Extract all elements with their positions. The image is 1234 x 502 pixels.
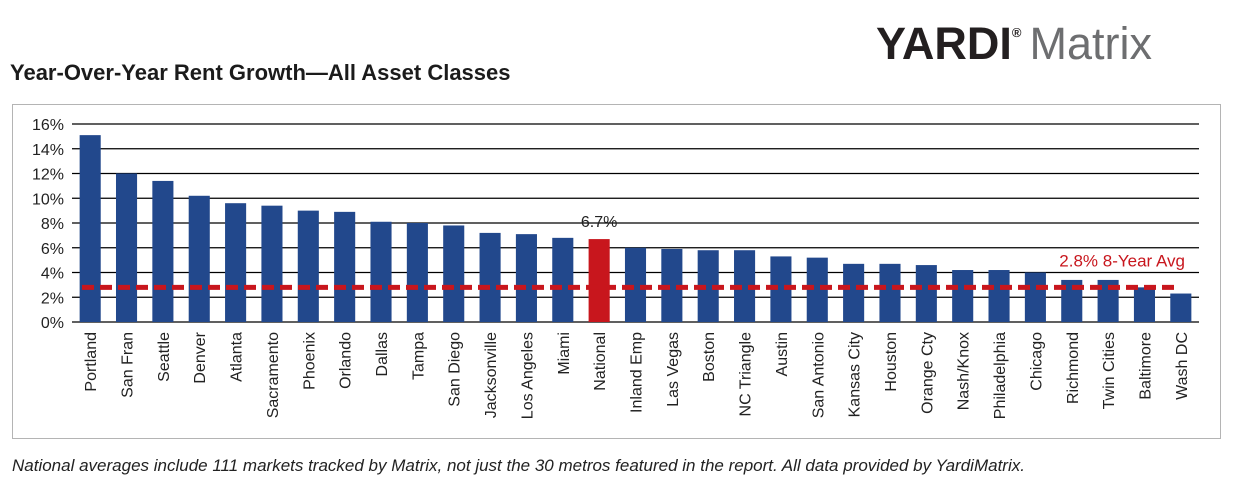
x-tick-label: Tampa [410, 332, 427, 380]
x-tick-label: Kansas City [847, 332, 864, 417]
average-reference-label-background [1055, 250, 1189, 272]
x-tick-label: Orlando [338, 332, 355, 389]
y-tick-label: 0% [41, 315, 64, 332]
y-tick-label: 16% [32, 117, 64, 134]
bar [1170, 293, 1192, 322]
x-tick-label: Austin [774, 332, 791, 376]
logo-product: Matrix [1029, 18, 1152, 69]
x-tick-label: Las Vegas [665, 332, 682, 407]
bar [588, 239, 610, 322]
logo-brand: YARDI [876, 18, 1012, 69]
bar [152, 180, 174, 322]
x-tick-label: Portland [83, 332, 100, 392]
bar [624, 247, 647, 322]
x-tick-label: San Fran [120, 332, 137, 398]
bar [188, 195, 210, 322]
x-tick-label: Boston [701, 332, 718, 382]
x-tick-label: Sacramento [265, 332, 282, 418]
x-tick-label: Chicago [1028, 332, 1045, 391]
bar [1024, 272, 1046, 322]
x-tick-label: Baltimore [1137, 332, 1154, 400]
bar [770, 256, 792, 322]
bar [952, 270, 974, 322]
bar [479, 232, 501, 322]
x-tick-label: NC Triangle [738, 332, 755, 417]
footnote: National averages include 111 markets tr… [12, 456, 1025, 475]
y-tick-label: 10% [32, 191, 64, 208]
bar [734, 250, 756, 322]
x-tick-label: Richmond [1065, 332, 1082, 404]
bar [297, 210, 319, 322]
bar [697, 250, 719, 322]
rent-growth-bar-chart: 0% 2% 4% 6% 8% 10% 12% 14% 16% Portland San Fran Se… [32, 117, 1199, 419]
bar [843, 263, 865, 322]
bar [1061, 279, 1083, 322]
bar [988, 270, 1010, 322]
yardi-matrix-logo: YARDI® Matrix [876, 18, 1152, 70]
bar [879, 263, 901, 322]
bar [443, 225, 465, 322]
x-tick-label: Houston [883, 332, 900, 392]
x-tick-label: Los Angeles [519, 332, 536, 419]
y-tick-label: 4% [41, 266, 64, 283]
bar [79, 135, 101, 322]
x-tick-label: Inland Emp [629, 332, 646, 413]
x-tick-label: Philadelphia [992, 332, 1009, 419]
highlight-data-label: 6.7% [581, 214, 617, 231]
bar [806, 257, 828, 322]
x-tick-label: Twin Cities [1101, 332, 1118, 409]
x-tick-label: National [592, 332, 609, 391]
x-tick-label: San Diego [447, 332, 464, 407]
bar [515, 234, 537, 322]
bar [261, 205, 283, 322]
x-tick-label: Phoenix [301, 332, 318, 390]
bar [334, 211, 356, 322]
bar [115, 173, 138, 322]
bar [225, 203, 247, 322]
y-tick-label: 12% [32, 167, 64, 184]
chart-frame [12, 104, 1221, 439]
x-tick-label: Denver [192, 331, 209, 383]
bar [1097, 279, 1119, 322]
bar [370, 221, 392, 322]
x-tick-label: Dallas [374, 332, 391, 376]
chart-title: Year-Over-Year Rent Growth—All Asset Cla… [10, 60, 511, 85]
x-tick-label: San Antonio [810, 332, 827, 418]
y-tick-label: 8% [41, 216, 64, 233]
x-tick-label: Seattle [156, 332, 173, 382]
x-tick-label: Jacksonville [483, 332, 500, 418]
bar [406, 223, 428, 322]
bar [661, 248, 683, 322]
logo-registered-mark: ® [1011, 25, 1022, 40]
y-tick-label: 2% [41, 290, 64, 307]
x-tick-label: Atlanta [229, 332, 246, 382]
bar [552, 237, 574, 322]
x-tick-label: Wash DC [1174, 332, 1191, 400]
x-tick-label: Nash/Knox [956, 332, 973, 410]
x-tick-label: Miami [556, 332, 573, 375]
bar [1133, 287, 1156, 322]
bar [915, 265, 937, 322]
y-tick-label: 14% [32, 142, 64, 159]
y-tick-label: 6% [41, 241, 64, 258]
average-reference-label: 2.8% 8-Year Avg [1059, 251, 1185, 270]
x-tick-label: Orange Cty [919, 332, 936, 414]
